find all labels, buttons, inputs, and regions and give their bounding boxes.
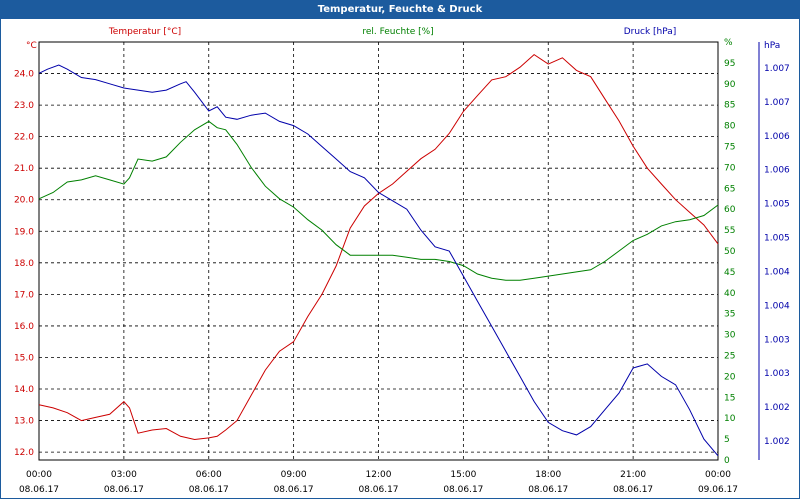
pressure-tick-label: 1.007 (764, 98, 790, 108)
temperature-tick-label: 19.0 (14, 227, 34, 237)
pressure-tick-label: 1.004 (764, 267, 790, 277)
x-tick-date: 08.06.17 (104, 485, 144, 495)
x-tick-time: 00:00 (26, 470, 52, 480)
pressure-axis-label: Druck [hPa] (624, 27, 677, 37)
humidity-tick-label: 60 (724, 205, 736, 215)
humidity-tick-label: 40 (724, 289, 736, 299)
plot-border (38, 41, 719, 461)
axes: 00:00 08.06.17 03:00 08.06.17 06:00 08.06.17 0… (14, 38, 790, 495)
humidity-tick-label: 25 (724, 352, 735, 362)
temperature-tick-label: 18.0 (14, 259, 34, 269)
x-tick-time: 03:00 (111, 470, 137, 480)
temperature-tick-label: 13.0 (14, 417, 34, 427)
humidity-line (38, 120, 719, 281)
x-tick-time: 00:00 (705, 470, 731, 480)
temperature-tick-label: 17.0 (14, 290, 34, 300)
chart-title: Temperatur, Feuchte & Druck (0, 0, 800, 19)
pressure-tick-label: 1.006 (764, 166, 790, 176)
series-lines (38, 53, 719, 457)
temperature-unit-label: °C (26, 41, 37, 51)
humidity-tick-label: 70 (724, 163, 736, 173)
x-tick-date: 08.06.17 (443, 485, 483, 495)
humidity-tick-label: 0 (724, 456, 730, 466)
temperature-tick-label: 22.0 (14, 133, 34, 143)
pressure-tick-label: 1.006 (764, 132, 790, 142)
humidity-tick-label: % (724, 38, 733, 48)
x-tick-date: 08.06.17 (528, 485, 568, 495)
humidity-tick-label: 90 (724, 80, 736, 90)
x-tick-date: 08.06.17 (19, 485, 59, 495)
x-tick-time: 12:00 (366, 470, 392, 480)
x-tick-date: 09.06.17 (698, 485, 738, 495)
temperature-tick-label: 15.0 (14, 353, 34, 363)
humidity-tick-label: 30 (724, 331, 736, 341)
pressure-tick-label: 1.007 (764, 64, 790, 74)
humidity-tick-label: 85 (724, 101, 735, 111)
pressure-line (38, 64, 719, 457)
temperature-tick-label: 20.0 (14, 196, 34, 206)
pressure-tick-label: 1.003 (764, 335, 790, 345)
humidity-axis-label: rel. Feuchte [%] (362, 27, 433, 37)
pressure-tick-label: 1.004 (764, 301, 790, 311)
temperature-tick-label: 12.0 (14, 448, 34, 458)
temperature-axis-label: Temperatur [°C] (108, 27, 181, 37)
humidity-tick-label: 20 (724, 372, 736, 382)
temperature-tick-label: 21.0 (14, 164, 34, 174)
humidity-tick-label: 15 (724, 393, 735, 403)
pressure-unit-label: hPa (764, 41, 780, 51)
pressure-tick-label: 1.005 (764, 234, 790, 244)
temperature-tick-label: 14.0 (14, 385, 34, 395)
x-tick-time: 21:00 (620, 470, 646, 480)
pressure-tick-label: 1.005 (764, 200, 790, 210)
humidity-tick-label: 45 (724, 268, 735, 278)
pressure-tick-label: 1.002 (764, 403, 790, 413)
humidity-tick-label: 5 (724, 435, 730, 445)
temperature-line (38, 53, 719, 441)
temperature-tick-label: 24.0 (14, 70, 34, 80)
pressure-tick-label: 1.003 (764, 369, 790, 379)
grid-lines (39, 42, 718, 460)
temperature-tick-label: 16.0 (14, 322, 34, 332)
x-tick-time: 18:00 (535, 470, 561, 480)
pressure-tick-label: 1.002 (764, 437, 790, 447)
x-tick-time: 09:00 (281, 470, 307, 480)
humidity-tick-label: 55 (724, 226, 735, 236)
humidity-tick-label: 65 (724, 184, 735, 194)
humidity-tick-label: 50 (724, 247, 736, 257)
humidity-tick-label: 95 (724, 59, 735, 69)
x-tick-date: 08.06.17 (274, 485, 314, 495)
humidity-tick-label: 35 (724, 310, 735, 320)
humidity-tick-label: 10 (724, 414, 736, 424)
humidity-tick-label: 80 (724, 122, 736, 132)
x-tick-date: 08.06.17 (189, 485, 229, 495)
x-tick-time: 15:00 (450, 470, 476, 480)
x-tick-date: 08.06.17 (358, 485, 398, 495)
x-tick-time: 06:00 (196, 470, 222, 480)
x-tick-date: 08.06.17 (613, 485, 653, 495)
humidity-tick-label: 75 (724, 143, 735, 153)
temperature-tick-label: 23.0 (14, 101, 34, 111)
